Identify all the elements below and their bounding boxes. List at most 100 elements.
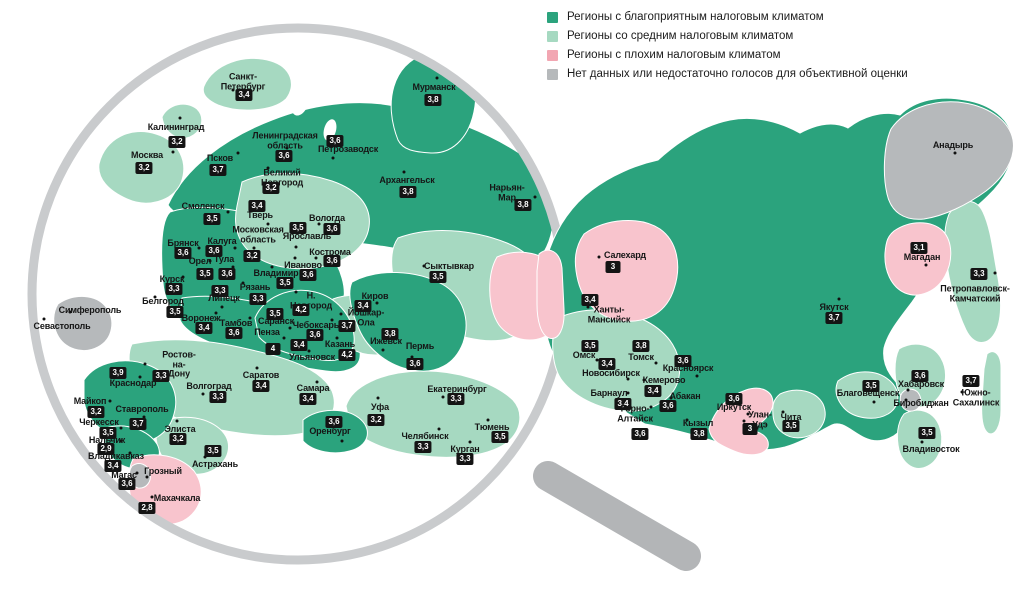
city-value-badge: 3,3 [447, 393, 465, 405]
city-dot [181, 275, 185, 279]
city-dot [314, 256, 318, 260]
city-dot [231, 88, 235, 92]
city-value-badge: 3,6 [406, 358, 424, 370]
city-dot [68, 310, 72, 314]
city-label: Иваново [284, 260, 322, 271]
city-dot [226, 210, 230, 214]
city-label: Сыктывкар [424, 261, 474, 272]
magnifier-content [53, 51, 560, 526]
city-value-badge: 3,7 [962, 375, 980, 387]
city-dot [381, 348, 385, 352]
city-value-badge: 3,7 [825, 312, 843, 324]
city-dot [626, 377, 630, 381]
city-label: Рязань [239, 282, 271, 293]
city-label: Ростов-на-Дону [162, 349, 196, 379]
city-dot [241, 281, 245, 285]
city-value-badge: 3,6 [205, 245, 223, 257]
city-label: Элиста [164, 424, 196, 435]
region-crimea-gray [53, 296, 113, 351]
city-label: Пермь [405, 341, 435, 352]
legend: Регионы с благоприятным налоговым климат… [547, 11, 908, 80]
city-label: Великий Новгород [260, 167, 304, 187]
city-dot [468, 440, 472, 444]
city-value-badge: 3,3 [414, 441, 432, 453]
city-dot [960, 390, 964, 394]
city-label: Уфа [370, 402, 390, 413]
city-value-badge: 3,5 [289, 222, 307, 234]
city-label: Казань [324, 339, 356, 350]
city-label: Курган [450, 444, 480, 455]
city-dot [953, 151, 957, 155]
city-dot [282, 336, 286, 340]
city-value-badge: 3,6 [218, 268, 236, 280]
city-value-badge: 3,8 [424, 94, 442, 106]
city-label: Южно-Сахалинск [952, 387, 1000, 407]
city-value-badge: 3,8 [632, 340, 650, 352]
city-label: Владивосток [902, 444, 960, 455]
city-dot [330, 318, 334, 322]
city-dot [906, 388, 910, 392]
city-label: Магадан [903, 252, 941, 263]
region-yamal-pink [574, 220, 679, 322]
city-label: Новосибирск [582, 368, 640, 379]
city-dot [586, 305, 590, 309]
city-label: Псков [206, 153, 234, 164]
city-dot [288, 326, 292, 330]
city-label: Архангельск [379, 175, 435, 186]
city-label: Чебоксары [292, 320, 342, 331]
city-label: Красноярск [662, 363, 714, 374]
city-value-badge: 3,5 [196, 268, 214, 280]
city-value-badge: 3,2 [168, 136, 186, 148]
city-label: Майкоп [73, 396, 107, 407]
city-label: Липецк [208, 293, 240, 304]
city-dot [201, 392, 205, 396]
legend-item: Регионы со средним налоговым климатом [547, 30, 908, 42]
city-value-badge: 3,7 [338, 320, 356, 332]
city-value-badge: 3,2 [87, 406, 105, 418]
city-dot [642, 378, 646, 382]
city-label: Владикавказ [88, 451, 144, 462]
city-value-badge: 3,3 [209, 391, 227, 403]
city-value-badge: 3,4 [354, 300, 372, 312]
city-dot [203, 455, 207, 459]
city-dot [441, 395, 445, 399]
city-value-badge: 3,6 [911, 370, 929, 382]
city-dot [649, 405, 653, 409]
city-value-badge: 3,6 [118, 478, 136, 490]
city-dot [233, 246, 237, 250]
city-label: Ярославль [282, 231, 332, 242]
city-dot [270, 265, 274, 269]
city-value-badge: 4,2 [292, 304, 310, 316]
city-value-badge: 3,4 [104, 460, 122, 472]
city-dot [145, 475, 149, 479]
city-dot [150, 495, 154, 499]
region-primorye-avg [896, 409, 943, 469]
city-value-badge: 3,5 [276, 277, 294, 289]
city-value-badge: 3,5 [204, 445, 222, 457]
city-dot [872, 400, 876, 404]
city-label: Якутск [819, 302, 849, 313]
city-value-badge: 3,4 [644, 385, 662, 397]
legend-item: Регионы с благоприятным налоговым климат… [547, 11, 908, 23]
legend-item: Нет данных или недостаточно голосов для … [547, 68, 908, 80]
city-label: Ульяновск [289, 352, 335, 363]
city-dot [108, 399, 112, 403]
region-sakhalin-avg [981, 351, 1002, 435]
city-label: Петропавловск- Камчатский [940, 283, 1010, 303]
city-value-badge: 3,6 [323, 223, 341, 235]
city-value-badge: 3,6 [275, 150, 293, 162]
city-value-badge: 3 [605, 261, 621, 273]
city-value-badge: 3,7 [209, 164, 227, 176]
region-upper-volga [235, 172, 370, 270]
city-label: Оренбург [309, 426, 351, 437]
city-label: Абакан [669, 391, 701, 402]
city-dot [119, 439, 123, 443]
city-dot [993, 271, 997, 275]
city-label: Киров [361, 291, 389, 302]
city-label: Барнаул [590, 388, 628, 399]
city-dot [171, 150, 175, 154]
siberia-fareast [536, 97, 1014, 469]
